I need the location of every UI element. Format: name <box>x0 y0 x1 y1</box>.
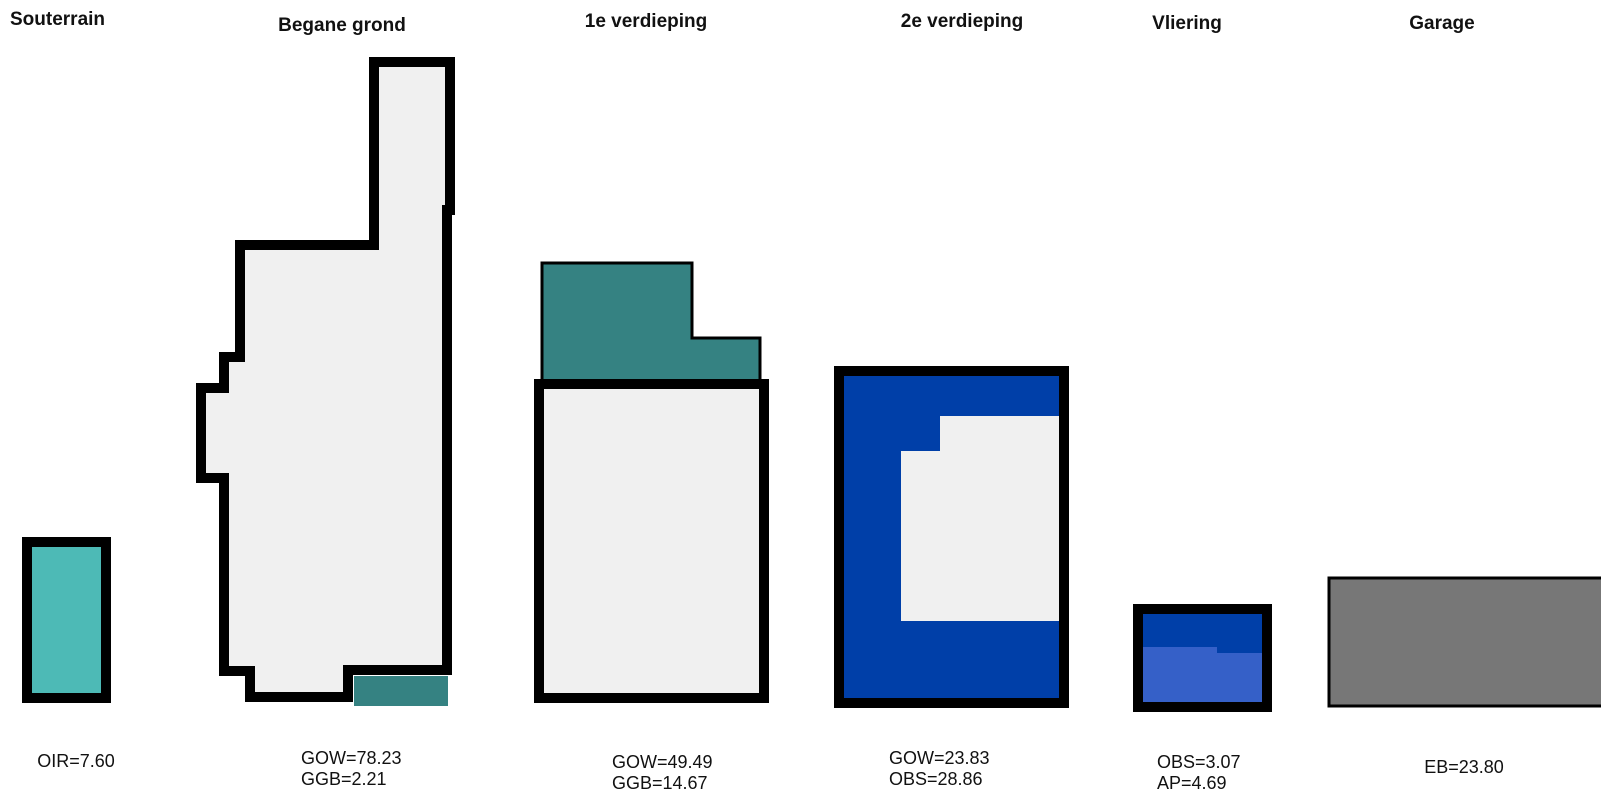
room-ggb-1e-verdieping <box>542 263 760 382</box>
room-oir <box>27 542 106 698</box>
area-label-vliering-1: OBS=3.07 <box>1157 752 1241 772</box>
floor-shape-1e-verdieping <box>539 263 764 698</box>
area-label-1e-verdieping-1: GOW=49.49 <box>612 752 713 772</box>
floor-shape-souterrain <box>27 542 106 698</box>
floor-title-1e-verdieping: 1e verdieping <box>585 11 708 32</box>
floor-title-souterrain: Souterrain <box>10 9 105 30</box>
floor-shape-2e-verdieping <box>839 371 1064 703</box>
area-label-1e-verdieping-2: GGB=14.67 <box>612 773 708 793</box>
room-gow-1e-verdieping <box>539 384 764 698</box>
floor-shape-garage <box>1329 578 1601 706</box>
room-ap-vliering <box>1143 647 1262 702</box>
area-label-begane-grond-2: GGB=2.21 <box>301 769 387 789</box>
area-label-2e-verdieping-1: GOW=23.83 <box>889 748 990 768</box>
area-label-2e-verdieping-2: OBS=28.86 <box>889 769 983 789</box>
area-label-souterrain-1: OIR=7.60 <box>37 751 115 771</box>
floor-shape-begane-grond <box>201 62 450 706</box>
room-ggb-begane-grond <box>354 676 448 706</box>
floor-title-garage: Garage <box>1409 13 1474 34</box>
area-label-garage-1: EB=23.80 <box>1424 757 1504 777</box>
floor-title-begane-grond: Begane grond <box>278 15 406 36</box>
room-gow-begane-grond <box>201 62 450 697</box>
floor-shape-vliering <box>1138 609 1267 707</box>
area-label-begane-grond-1: GOW=78.23 <box>301 748 402 768</box>
room-eb-garage <box>1329 578 1601 706</box>
floor-title-vliering: Vliering <box>1152 13 1222 34</box>
floor-title-2e-verdieping: 2e verdieping <box>901 11 1024 32</box>
area-label-vliering-2: AP=4.69 <box>1157 773 1227 793</box>
